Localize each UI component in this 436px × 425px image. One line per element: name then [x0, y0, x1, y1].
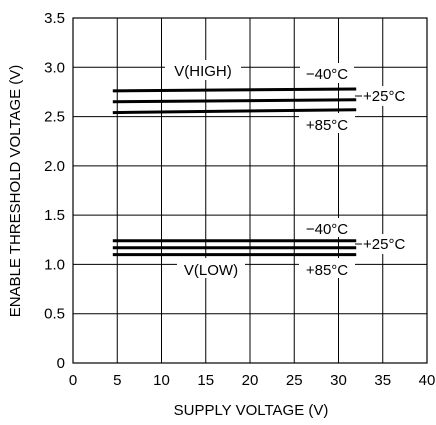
high-plus25-label-bg [362, 86, 414, 106]
series-lines [112, 87, 357, 257]
high-plus25-label: +25°C [363, 88, 405, 105]
low-plus85-label: +85°C [306, 262, 348, 279]
x-tick-label: 15 [197, 372, 214, 389]
grid [72, 17, 428, 364]
y-tick-label: 1.0 [44, 256, 65, 273]
v-high-label-bg [165, 60, 241, 80]
y-tick-label: 3.0 [44, 59, 65, 76]
series-line-v-high-25-c [112, 98, 357, 104]
y-tick-label: 1.5 [44, 207, 65, 224]
annotations: V(HIGH) −40°C +25°C +85°C −40°C +25°C +8… [165, 60, 414, 279]
low-neg40-label-bg [300, 218, 354, 237]
series-line-v-high-85-c [112, 108, 357, 115]
low-neg40-label: −40°C [306, 221, 348, 238]
low-plus85-label-bg [299, 258, 355, 278]
low-plus25-label-bg [362, 234, 414, 254]
y-tick-label: 3.5 [44, 10, 65, 27]
tick-labels: 0 5 10 15 20 25 30 35 40 0 0.5 1.0 1.5 2.0 2.5 3.0 3.5 [44, 10, 435, 389]
v-low-label-bg [177, 258, 245, 278]
x-tick-label: 40 [419, 372, 436, 389]
low-plus25-label: +25°C [363, 236, 405, 253]
x-axis-title: SUPPLY VOLTAGE (V) [174, 402, 329, 419]
x-tick-label: 30 [330, 372, 347, 389]
high-plus85-label: +85°C [306, 117, 348, 134]
v-high-label: V(HIGH) [174, 63, 232, 80]
v-low-label: V(LOW) [184, 262, 238, 279]
high-plus85-label-bg [299, 113, 355, 133]
x-tick-label: 0 [69, 372, 77, 389]
y-tick-label: 0 [57, 355, 65, 372]
x-tick-label: 5 [113, 372, 121, 389]
y-tick-label: 2.0 [44, 158, 65, 175]
x-tick-label: 35 [374, 372, 391, 389]
plot-frame [72, 17, 428, 364]
series-line-v-high-40-c [112, 87, 357, 93]
high-neg40-label-bg [300, 63, 354, 83]
x-tick-label: 25 [286, 372, 303, 389]
x-tick-label: 10 [153, 372, 170, 389]
high-neg40-label: −40°C [306, 66, 348, 83]
y-tick-label: 0.5 [44, 306, 65, 323]
x-tick-label: 20 [242, 372, 259, 389]
y-tick-label: 2.5 [44, 109, 65, 126]
y-axis-title: ENABLE THRESHOLD VOLTAGE (V) [7, 65, 24, 318]
